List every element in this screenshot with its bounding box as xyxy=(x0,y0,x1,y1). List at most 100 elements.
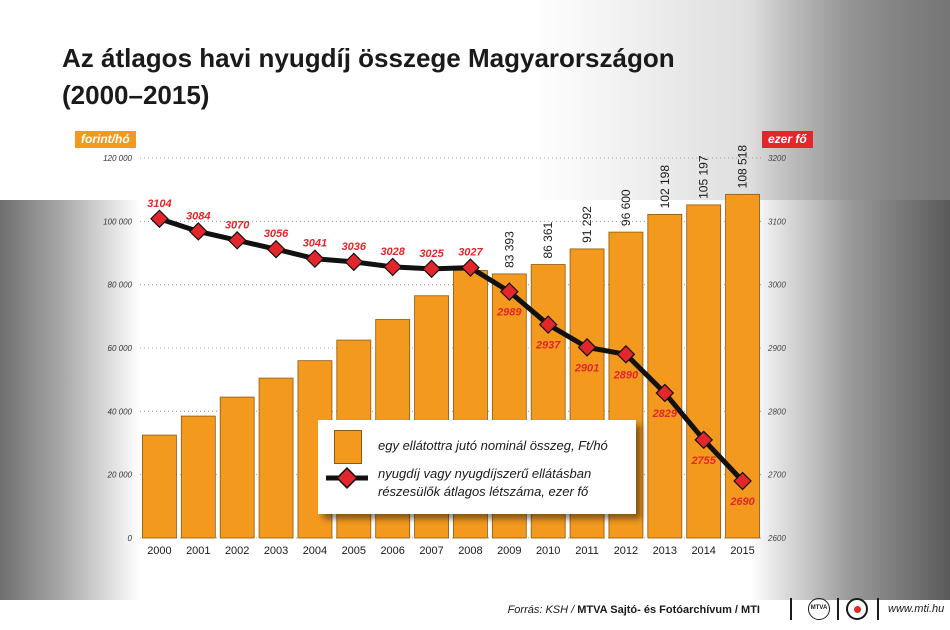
line-value-label: 2755 xyxy=(690,455,716,467)
x-axis-label: 2007 xyxy=(419,545,443,557)
line-point-marker xyxy=(150,209,169,229)
line-value-label: 3025 xyxy=(419,248,444,260)
x-axis-label: 2001 xyxy=(186,545,210,557)
x-axis-label: 2005 xyxy=(342,545,366,557)
left-axis-ticks: 0 20 000 40 000 60 000 80 000 100 000 120 000 xyxy=(103,154,132,543)
right-axis-tick-label: 2900 xyxy=(767,344,786,353)
x-axis-label: 2002 xyxy=(225,545,249,557)
bar-value-label: 96 600 xyxy=(619,189,633,226)
line-value-label: 3041 xyxy=(303,238,327,250)
line-point-marker xyxy=(266,239,286,259)
bar-value-label: 108 518 xyxy=(736,145,750,189)
background-photo-left xyxy=(0,200,140,600)
line-value-label: 3027 xyxy=(458,247,483,259)
line-series xyxy=(150,209,752,491)
x-axis-label: 2012 xyxy=(614,545,638,557)
legend-line-label: nyugdíj vagy nyugdíjszerű ellátásban rés… xyxy=(378,466,592,499)
right-axis-unit: ezer fő xyxy=(762,131,813,148)
line-value-label: 2829 xyxy=(652,408,678,420)
footer-source-bold: MTVA Sajtó- és Fotóarchívum / MTI xyxy=(577,604,760,616)
line-point-marker xyxy=(422,259,441,279)
right-axis-tick-label: 2600 xyxy=(767,534,786,543)
bar-value-label: 91 292 xyxy=(580,206,594,243)
line-value-label: 3036 xyxy=(342,241,367,253)
line-value-label: 3070 xyxy=(225,219,250,231)
bar-value-label: 105 197 xyxy=(697,155,711,199)
right-axis-tick-label: 2700 xyxy=(767,471,786,480)
left-axis-tick-label: 20 000 xyxy=(107,471,133,480)
line-value-label: 2901 xyxy=(574,362,599,374)
bar-value-label: 102 198 xyxy=(658,165,672,209)
line-point-marker xyxy=(383,257,403,277)
bar xyxy=(219,396,255,539)
bar xyxy=(647,213,683,539)
left-axis-tick-label: 40 000 xyxy=(108,407,133,416)
right-axis-tick-label: 3000 xyxy=(768,281,786,290)
right-axis-tick-label: 2800 xyxy=(767,407,786,416)
x-axis-label: 2011 xyxy=(575,545,599,557)
right-axis-tick-label: 3200 xyxy=(768,154,786,163)
line-point-marker xyxy=(577,338,597,357)
line-point-marker xyxy=(461,258,480,277)
line-value-label: 2989 xyxy=(496,307,522,319)
chart-title-line1: Az átlagos havi nyugdíj összege Magyaror… xyxy=(62,43,675,73)
x-axis-label: 2003 xyxy=(264,545,288,557)
footer-separator xyxy=(877,598,879,620)
left-axis-tick-label: 0 xyxy=(128,534,133,543)
x-axis-label: 2000 xyxy=(147,545,171,557)
line-value-labels: 3104 3084 3070 3056 3041 3036 3028 3025 3027 2989… xyxy=(147,198,755,508)
footer-separator xyxy=(837,598,839,620)
bar xyxy=(180,415,216,539)
footer-separator xyxy=(790,598,792,620)
bar xyxy=(142,434,177,539)
x-axis-label: 2006 xyxy=(380,545,404,557)
footer: Forrás: KSH / MTVA Sajtó- és Fotóarchívu… xyxy=(0,598,950,630)
legend-line-swatch xyxy=(326,467,368,489)
line-point-marker xyxy=(694,430,714,450)
chart-title: Az átlagos havi nyugdíj összege Magyaror… xyxy=(62,40,675,114)
bar xyxy=(258,377,294,539)
legend-bar-swatch xyxy=(334,430,362,464)
x-axis-label: 2010 xyxy=(536,545,560,557)
line-point-marker xyxy=(305,249,325,269)
line-point-marker xyxy=(344,252,364,272)
x-axis-label: 2008 xyxy=(458,545,482,557)
x-axis-label: 2009 xyxy=(497,545,521,557)
line-point-marker xyxy=(499,282,519,301)
line-value-label: 2690 xyxy=(729,496,755,508)
line-point-marker xyxy=(655,383,675,403)
right-axis-tick-label: 3100 xyxy=(768,217,786,226)
line-point-marker xyxy=(616,344,636,364)
left-axis-tick-label: 80 000 xyxy=(108,281,133,290)
line-point-marker xyxy=(188,222,208,241)
legend-bar-label: egy ellátottra jutó nominál összeg, Ft/h… xyxy=(378,438,608,453)
footer-source-prefix: Forrás: KSH / xyxy=(507,604,578,616)
line-value-label: 3056 xyxy=(264,228,289,240)
line-point-marker xyxy=(538,315,558,334)
mtva-logo: MTVA xyxy=(808,598,830,620)
footer-source: Forrás: KSH / MTVA Sajtó- és Fotóarchívu… xyxy=(508,604,760,616)
bar-value-label: 83 393 xyxy=(502,231,516,268)
mti-logo xyxy=(846,598,868,620)
line-value-label: 3028 xyxy=(380,246,405,258)
bar-value-labels: 83 393 86 361 91 292 96 600 102 198 105 197 10… xyxy=(502,145,749,268)
left-axis-unit: forint/hó xyxy=(75,131,136,148)
line-value-label: 3104 xyxy=(147,198,171,210)
line-value-label: 2890 xyxy=(613,369,639,381)
line-value-label: 3084 xyxy=(186,210,210,222)
bar-value-label: 86 361 xyxy=(541,221,555,258)
chart-title-line2: (2000–2015) xyxy=(62,80,210,110)
left-axis-tick-label: 60 000 xyxy=(108,344,133,353)
x-axis-label: 2014 xyxy=(691,545,715,557)
right-axis-ticks: 2600 2700 2800 2900 3000 3100 3200 xyxy=(767,154,786,543)
line-series-path xyxy=(158,216,745,483)
x-axis-label: 2004 xyxy=(303,545,327,557)
x-axis-label: 2013 xyxy=(653,545,677,557)
left-axis-tick-label: 100 000 xyxy=(103,217,132,226)
bar xyxy=(686,204,722,539)
x-axis-labels: 2000 2001 2002 2003 2004 2005 2006 2007 2008 2009… xyxy=(147,545,755,557)
line-point-marker xyxy=(227,230,247,250)
line-point-marker xyxy=(733,471,752,491)
